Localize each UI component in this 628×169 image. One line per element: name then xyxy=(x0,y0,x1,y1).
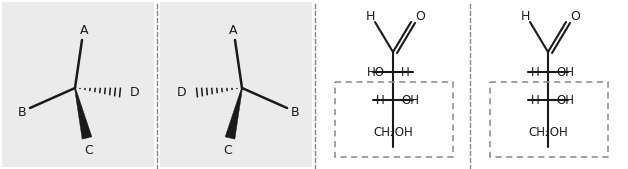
Text: OH: OH xyxy=(401,93,419,106)
Text: D: D xyxy=(177,87,187,100)
Polygon shape xyxy=(225,88,242,139)
Text: CH₂OH: CH₂OH xyxy=(373,126,413,139)
Text: HO: HO xyxy=(367,66,385,78)
Text: H: H xyxy=(365,10,375,23)
Text: B: B xyxy=(18,105,26,118)
Bar xyxy=(2,2,154,167)
Text: A: A xyxy=(80,25,89,38)
Text: B: B xyxy=(291,105,300,118)
Polygon shape xyxy=(75,88,92,139)
Text: H: H xyxy=(531,93,540,106)
Text: H: H xyxy=(531,66,540,78)
Text: OH: OH xyxy=(556,93,574,106)
Text: O: O xyxy=(570,10,580,23)
Text: C: C xyxy=(85,143,94,156)
Bar xyxy=(335,82,453,157)
Text: C: C xyxy=(224,143,232,156)
Text: H: H xyxy=(376,93,385,106)
Text: O: O xyxy=(415,10,425,23)
Bar xyxy=(490,82,608,157)
Text: H: H xyxy=(401,66,409,78)
Text: OH: OH xyxy=(556,66,574,78)
Text: CH₂OH: CH₂OH xyxy=(528,126,568,139)
Text: A: A xyxy=(229,25,237,38)
Text: D: D xyxy=(130,87,140,100)
Text: H: H xyxy=(521,10,529,23)
Bar xyxy=(160,2,312,167)
